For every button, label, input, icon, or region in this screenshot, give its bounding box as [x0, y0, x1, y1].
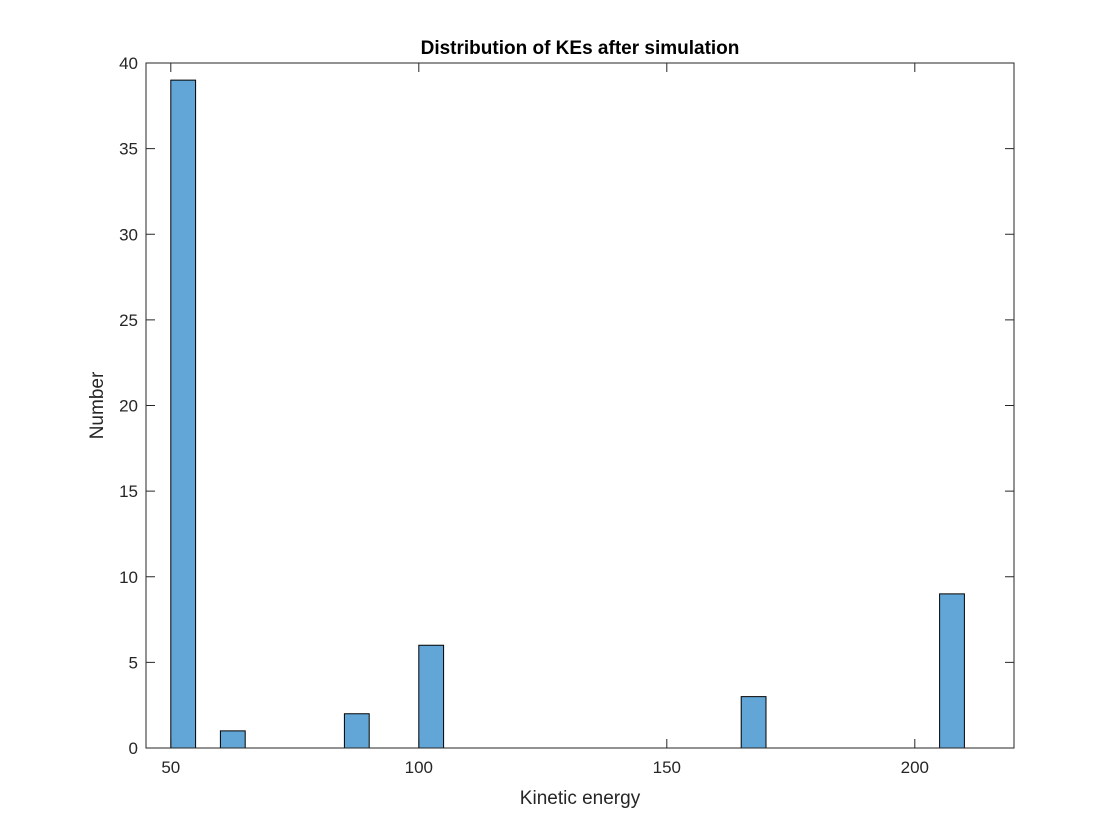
y-tick-label: 30: [119, 225, 138, 244]
histogram-bar: [343, 713, 370, 749]
y-axis-label: Number: [87, 371, 108, 439]
y-tick-label: 10: [119, 568, 138, 587]
axes-box: [145, 62, 1015, 749]
y-tick-label: 40: [119, 54, 138, 73]
histogram-bar: [170, 79, 197, 749]
plot-area: [146, 63, 1014, 748]
histogram-bar: [219, 730, 246, 749]
y-tick-label: 35: [119, 140, 138, 159]
y-tick-label: 20: [119, 397, 138, 416]
histogram-bar: [740, 696, 767, 749]
x-tick-label: 150: [653, 758, 681, 777]
y-tick-label: 5: [129, 653, 138, 672]
x-axis-label: Kinetic energy: [520, 788, 641, 809]
y-tick-label: 15: [119, 482, 138, 501]
histogram-bar: [939, 593, 965, 749]
histogram-bar: [418, 644, 445, 749]
x-tick-label: 200: [901, 758, 929, 777]
y-tick-label: 0: [129, 739, 138, 758]
ticks-group: 50 100 150 200 0 5 10 15 20 25 30 35 40: [119, 54, 1014, 777]
x-tick-label: 100: [405, 758, 433, 777]
bars-group: [170, 79, 965, 749]
chart-title: Distribution of KEs after simulation: [421, 38, 740, 59]
x-tick-label: 50: [161, 758, 180, 777]
y-tick-label: 25: [119, 311, 138, 330]
